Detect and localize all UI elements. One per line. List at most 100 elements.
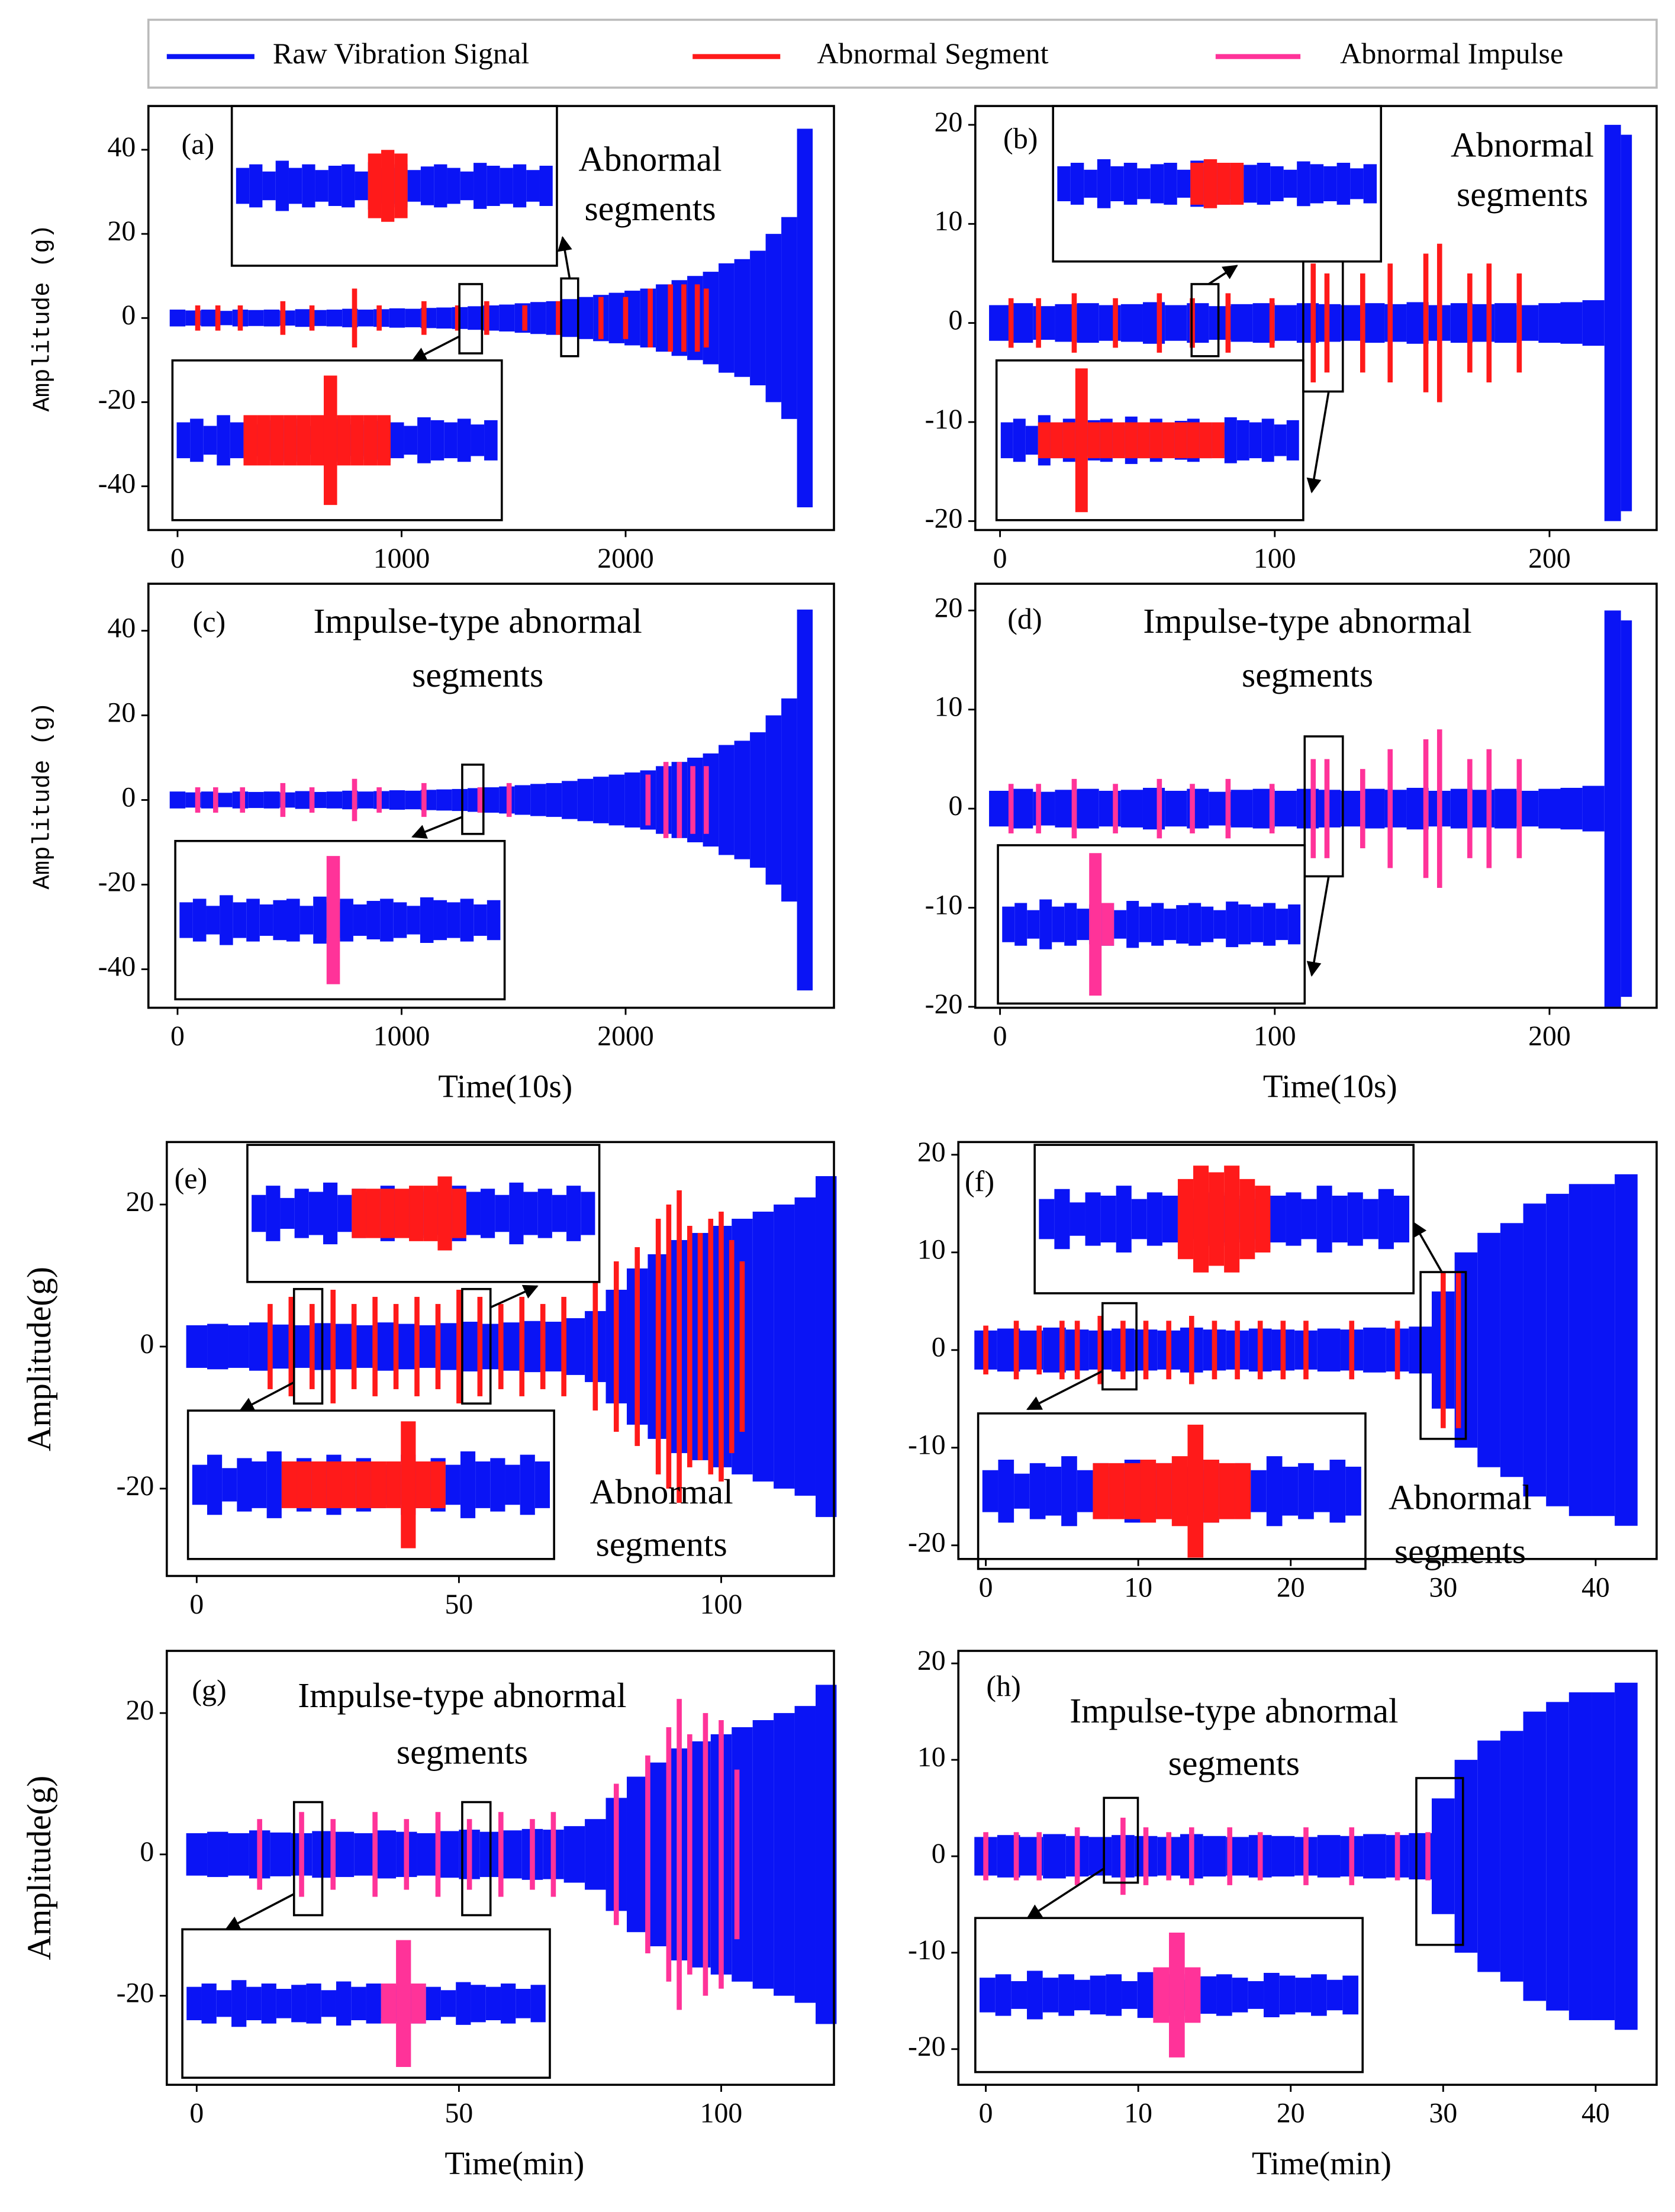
abnormal-burst xyxy=(677,1699,682,2010)
abnormal-burst xyxy=(280,301,286,335)
y-axis-label: Amplitude (g) xyxy=(29,702,56,890)
y-tick-label: 0 xyxy=(932,1332,946,1363)
signal-band xyxy=(1165,790,1187,827)
abnormal-burst xyxy=(1235,1321,1240,1380)
abnormal-burst xyxy=(421,783,427,817)
abnormal-burst xyxy=(268,1303,273,1389)
y-tick-label: -20 xyxy=(98,866,136,897)
signal-band xyxy=(1341,790,1363,827)
signal-band xyxy=(483,787,500,813)
signal-band xyxy=(1043,1834,1066,1879)
signal-band xyxy=(765,234,782,403)
abnormal-burst xyxy=(393,1303,399,1389)
signal-band xyxy=(1604,124,1621,521)
abnormal-burst xyxy=(1516,759,1522,858)
abnormal-burst xyxy=(330,1819,336,1890)
signal-band xyxy=(1120,790,1143,828)
signal-band xyxy=(452,788,468,812)
signal-band xyxy=(608,774,625,826)
signal-band xyxy=(375,1830,397,1879)
signal-band xyxy=(608,292,625,343)
y-tick-label: -10 xyxy=(908,1934,946,1966)
y-axis-label: Amplitude(g) xyxy=(21,1776,58,1960)
abnormal-burst xyxy=(634,1247,640,1446)
x-tick-label: 10 xyxy=(1124,2098,1152,2129)
signal-band xyxy=(1546,1702,1569,2011)
abnormal-burst xyxy=(1425,1832,1431,1881)
zoom-box xyxy=(1103,1796,1139,1884)
y-tick-label: -20 xyxy=(908,1527,946,1559)
x-tick-label: 0 xyxy=(170,543,185,574)
abnormal-burst xyxy=(694,284,700,352)
abnormal-burst xyxy=(687,1734,692,1975)
abnormal-burst xyxy=(708,1218,714,1474)
x-axis-label: Time(10s) xyxy=(1263,1068,1397,1105)
abnormal-burst xyxy=(1360,273,1365,373)
zoom-box xyxy=(292,1287,324,1405)
abnormal-burst xyxy=(1387,749,1393,868)
abnormal-burst xyxy=(1423,739,1429,878)
signal-band xyxy=(248,791,264,809)
signal-band xyxy=(1363,1327,1386,1373)
signal-band xyxy=(521,1321,543,1373)
abnormal-burst xyxy=(1324,273,1330,373)
signal-band xyxy=(405,308,421,327)
abnormal-burst xyxy=(666,1727,672,1982)
signal-band xyxy=(719,745,735,855)
abnormal-burst xyxy=(1467,759,1473,858)
abnormal-burst xyxy=(1074,1827,1080,1885)
signal-band xyxy=(562,299,578,337)
abnormal-burst xyxy=(1269,784,1275,833)
signal-band xyxy=(989,305,1012,341)
legend-box xyxy=(147,18,1658,89)
abnormal-burst xyxy=(1074,1321,1080,1380)
signal-band xyxy=(1271,1836,1295,1877)
abnormal-burst xyxy=(677,762,682,838)
abnormal-burst xyxy=(645,1755,650,1954)
abnormal-burst xyxy=(330,1289,336,1403)
signal-band xyxy=(1317,1835,1341,1878)
zoom-arrow xyxy=(224,1893,295,1931)
abnormal-burst xyxy=(655,1218,661,1474)
x-tick-label: 0 xyxy=(979,1572,993,1603)
signal-band xyxy=(1523,1203,1547,1497)
abnormal-burst xyxy=(372,1812,378,1897)
abnormal-burst xyxy=(1486,263,1492,383)
abnormal-burst xyxy=(1190,784,1195,833)
abnormal-burst xyxy=(484,301,489,335)
y-tick-label: 20 xyxy=(917,1136,946,1168)
zoom-box xyxy=(461,764,485,835)
y-tick-label: 10 xyxy=(935,691,963,723)
signal-band xyxy=(263,310,280,327)
abnormal-burst xyxy=(1008,784,1014,833)
zoom-box xyxy=(1415,1777,1464,1946)
abnormal-burst xyxy=(1257,1832,1263,1881)
zoom-box xyxy=(1190,283,1220,358)
signal-band xyxy=(326,791,343,809)
zoom-arrow xyxy=(411,816,463,839)
signal-band xyxy=(1317,1328,1341,1372)
signal-band xyxy=(1319,790,1341,828)
signal-band xyxy=(1500,1223,1523,1477)
x-tick-label: 1000 xyxy=(373,543,430,574)
abnormal-burst xyxy=(1455,1271,1461,1428)
signal-band xyxy=(357,791,374,809)
signal-band xyxy=(1454,1760,1478,1953)
signal-band xyxy=(1274,305,1297,341)
y-tick-label: 0 xyxy=(140,1836,154,1868)
abnormal-burst xyxy=(372,1296,378,1396)
signal-band xyxy=(1477,1232,1500,1467)
zoom-arrow xyxy=(1306,876,1330,977)
abnormal-burst xyxy=(288,1296,294,1396)
plot-frame xyxy=(974,582,1658,1009)
y-tick-label: 0 xyxy=(932,1838,946,1869)
signal-band xyxy=(797,128,813,508)
signal-band xyxy=(1621,134,1632,511)
signal-band xyxy=(228,1325,249,1368)
abnormal-burst xyxy=(1324,759,1330,858)
x-tick-label: 20 xyxy=(1277,2098,1305,2129)
signal-band xyxy=(577,297,594,339)
signal-band xyxy=(1203,1836,1226,1877)
signal-band xyxy=(774,1204,795,1489)
signal-band xyxy=(1538,788,1561,829)
